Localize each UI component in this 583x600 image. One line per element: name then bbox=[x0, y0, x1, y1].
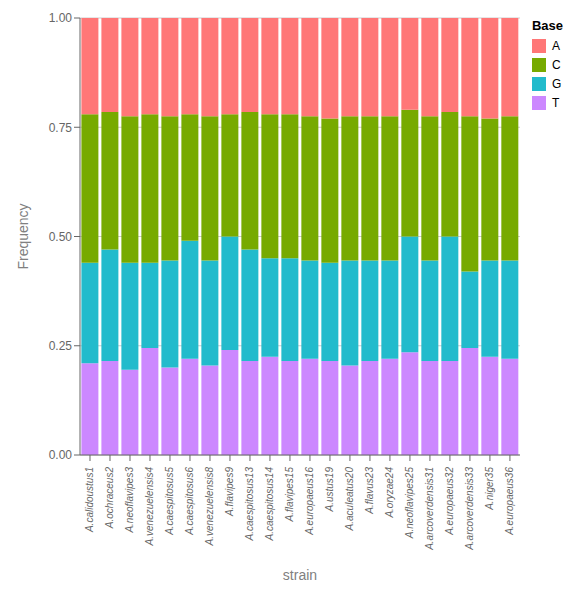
html-text:T: T bbox=[551, 96, 560, 110]
svg-text:A.neoflavipes25: A.neoflavipes25 bbox=[404, 467, 415, 540]
html-text:G: G bbox=[551, 77, 562, 91]
svg-text:A.niger35: A.niger35 bbox=[484, 467, 495, 511]
svg-text:A.arcoverdensis33: A.arcoverdensis33 bbox=[464, 467, 475, 551]
svg-text:A.flavipes9: A.flavipes9 bbox=[224, 467, 235, 517]
svg-text:0.50: 0.50 bbox=[49, 230, 73, 244]
svg-text:A.flavipes15: A.flavipes15 bbox=[284, 467, 295, 523]
svg-text:A.calidoustus1: A.calidoustus1 bbox=[84, 467, 95, 533]
svg-text:A.oryzae24: A.oryzae24 bbox=[384, 467, 395, 519]
html-text:A: A bbox=[551, 39, 560, 53]
svg-text:A.ustus19: A.ustus19 bbox=[324, 467, 335, 513]
svg-text:0.25: 0.25 bbox=[49, 339, 73, 353]
svg-text:Frequency: Frequency bbox=[15, 203, 31, 269]
svg-text:0.00: 0.00 bbox=[49, 448, 73, 462]
svg-text:A.caespitosus14: A.caespitosus14 bbox=[264, 467, 275, 542]
svg-text:A.flavus23: A.flavus23 bbox=[364, 467, 375, 515]
svg-text:A.caespitosus13: A.caespitosus13 bbox=[244, 467, 255, 542]
svg-text:A.ochraceus2: A.ochraceus2 bbox=[104, 467, 115, 530]
html-text:C: C bbox=[551, 58, 561, 72]
svg-text:1.00: 1.00 bbox=[49, 11, 73, 25]
svg-text:0.75: 0.75 bbox=[49, 121, 73, 135]
svg-text:A.arcoverdensis31: A.arcoverdensis31 bbox=[424, 467, 435, 551]
svg-text:strain: strain bbox=[283, 567, 317, 583]
svg-text:A.venezuelensis8: A.venezuelensis8 bbox=[204, 467, 215, 547]
svg-text:A.europaeus36: A.europaeus36 bbox=[504, 467, 515, 536]
svg-text:A.europaeus16: A.europaeus16 bbox=[304, 467, 315, 536]
svg-text:A.venezuelensis4: A.venezuelensis4 bbox=[144, 467, 155, 547]
svg-text:A.neoflavipes3: A.neoflavipes3 bbox=[124, 467, 135, 534]
html-text:Base: Base bbox=[531, 18, 563, 33]
svg-text:A.caespitosus5: A.caespitosus5 bbox=[164, 467, 175, 536]
svg-text:A.caespitosus6: A.caespitosus6 bbox=[184, 467, 195, 536]
svg-text:A.europaeus32: A.europaeus32 bbox=[444, 467, 455, 536]
svg-text:A.aculeatus20: A.aculeatus20 bbox=[344, 467, 355, 532]
